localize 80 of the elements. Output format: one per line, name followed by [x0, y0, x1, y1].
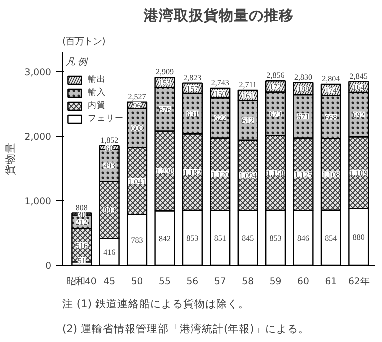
data-label: 845	[242, 234, 254, 244]
legend-label: 輸入	[88, 87, 107, 99]
data-label: 622	[214, 114, 226, 124]
total-label: 808	[76, 203, 88, 212]
x-tick-label: 59	[270, 276, 282, 288]
data-label: 673	[270, 110, 282, 119]
text: (2) 運輸省情報管理部「港湾統計(年報)」による。	[62, 322, 310, 336]
chart-title: 港湾取扱貨物量の推移	[143, 6, 294, 24]
data-label: 1,182	[184, 168, 202, 178]
data-label: 880	[352, 233, 365, 242]
total-label: 2,823	[184, 73, 202, 82]
data-label: 1,041	[128, 177, 146, 186]
data-label: 676	[158, 105, 171, 114]
data-label: 153	[158, 78, 171, 88]
data-label: 692	[352, 110, 365, 120]
total-label: 2,845	[350, 72, 368, 81]
x-tick-label: 62年	[348, 276, 370, 288]
data-label: 1,120	[211, 170, 230, 180]
data-label: 608	[131, 124, 144, 134]
data-label: 1,108	[322, 170, 340, 180]
legend-label: フェリー	[88, 113, 124, 125]
total-label: 2,856	[266, 71, 285, 80]
y-tick-label: 1,000	[24, 196, 52, 208]
data-label: 883	[104, 206, 116, 216]
data-label: 161	[242, 92, 254, 101]
data-label: 30	[78, 210, 86, 220]
x-tick-label: 55	[159, 276, 171, 288]
data-label: 96	[133, 101, 142, 110]
x-tick-label: 50	[131, 276, 144, 288]
data-label: 157	[186, 84, 199, 94]
data-label: 493	[104, 162, 116, 171]
total-label: 2,743	[211, 78, 230, 88]
text: (百万トン)	[62, 36, 106, 48]
data-label: 212	[76, 218, 88, 228]
x-tick-label: 昭和40	[66, 276, 97, 288]
y-axis-title: 貨物量	[4, 142, 17, 176]
total-label: 2,909	[156, 68, 174, 77]
data-label: 631	[186, 110, 199, 119]
data-label: 671	[297, 112, 310, 122]
data-label: 853	[270, 234, 282, 243]
data-label: 172	[270, 82, 282, 92]
data-label: 1,238	[156, 167, 174, 176]
data-label: 1,125	[294, 170, 312, 180]
total-label: 2,830	[294, 72, 312, 82]
data-label: 188	[297, 84, 310, 94]
data-label: 1,094	[239, 172, 258, 181]
x-tick-label: 57	[214, 276, 226, 288]
legend-label: 輸出	[88, 74, 107, 86]
total-label: 1,852	[100, 136, 119, 145]
total-label: 2,527	[128, 92, 146, 102]
data-label: 416	[104, 248, 116, 258]
text: 注 (1) 鉄道連絡船による貨物は除く。	[62, 298, 250, 310]
y-tick-label: 0	[46, 261, 52, 272]
data-label: 783	[131, 236, 144, 246]
data-label: 668	[325, 113, 338, 122]
legend-title: 凡 例	[66, 56, 90, 69]
data-label: 842	[158, 234, 171, 244]
x-tick-label: 61	[325, 276, 338, 288]
x-tick-label: 45	[104, 276, 116, 288]
total-label: 2,711	[239, 80, 257, 90]
x-tick-label: 58	[242, 276, 254, 288]
data-label: 1,158	[266, 169, 285, 178]
data-label: 51	[78, 256, 86, 266]
y-tick-label: 3,000	[24, 67, 52, 78]
data-label: 846	[297, 234, 310, 244]
data-label: 60	[106, 144, 114, 153]
data-label: 174	[325, 86, 338, 96]
data-label: 854	[325, 234, 338, 243]
data-label: 612	[242, 116, 254, 126]
x-tick-label: 60	[298, 276, 310, 288]
x-tick-label: 56	[186, 276, 199, 288]
data-label: 150	[214, 89, 226, 98]
y-tick-label: 2,000	[24, 132, 52, 143]
data-label: 516	[76, 242, 88, 251]
data-label: 851	[214, 234, 226, 244]
legend-label: 内貿	[88, 100, 107, 112]
data-label: 1,109	[350, 168, 368, 178]
data-label: 164	[352, 83, 365, 92]
data-label: 853	[186, 234, 199, 243]
total-label: 2,804	[322, 74, 340, 84]
